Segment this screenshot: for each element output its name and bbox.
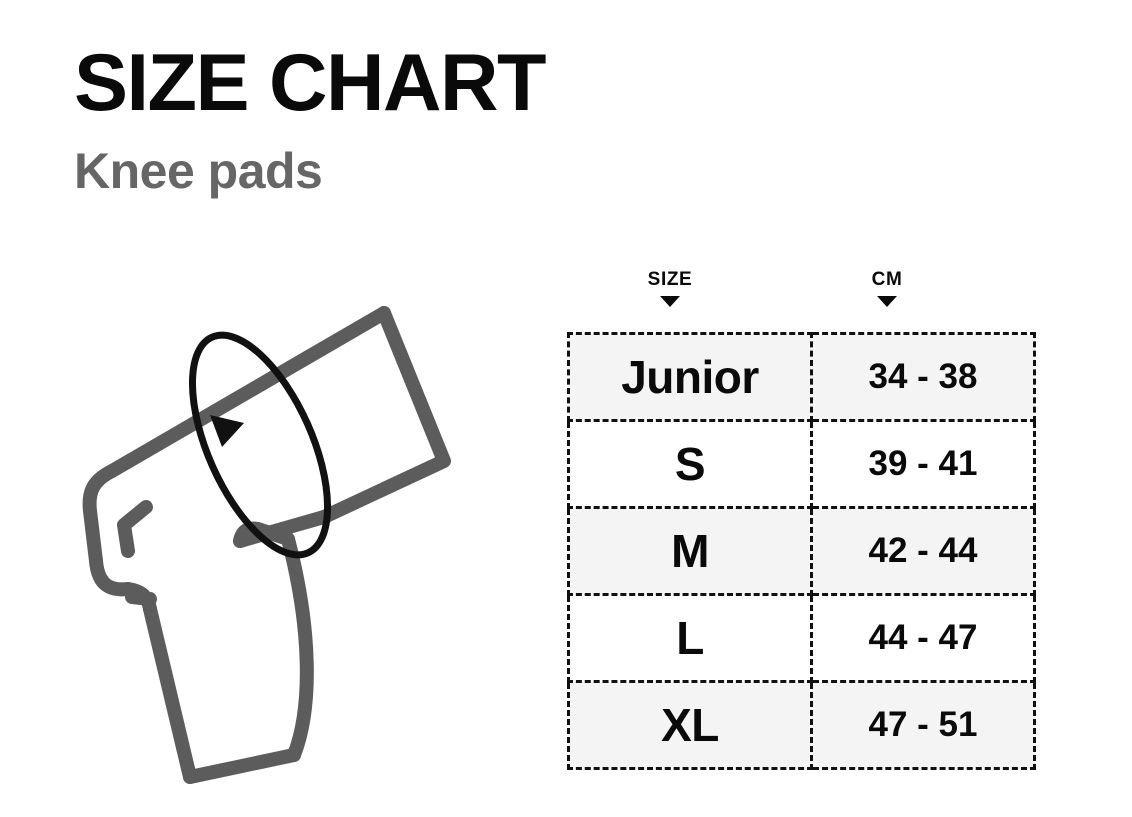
cell-cm: 42 - 44 — [810, 506, 1036, 596]
column-header-cm: CM — [807, 270, 967, 307]
cell-size: XL — [567, 680, 813, 770]
cell-cm: 34 - 38 — [810, 332, 1036, 422]
size-table-body: Junior 34 - 38 S 39 - 41 M 42 - 44 L 44 … — [567, 332, 1036, 770]
cell-size: Junior — [567, 332, 813, 422]
table-row: Junior 34 - 38 — [567, 332, 1036, 422]
cell-cm: 44 - 47 — [810, 593, 1036, 683]
table-row: L 44 - 47 — [567, 593, 1036, 683]
page-subtitle: Knee pads — [74, 142, 323, 199]
measurement-loop-icon — [188, 331, 332, 559]
cell-size: S — [567, 419, 813, 509]
column-header-size: SIZE — [590, 270, 750, 307]
table-row: M 42 - 44 — [567, 506, 1036, 596]
chevron-down-icon — [877, 296, 897, 307]
size-table: Junior 34 - 38 S 39 - 41 M 42 - 44 L 44 … — [567, 332, 1036, 770]
table-column-headers: SIZE CM — [567, 270, 1027, 332]
cell-size: M — [567, 506, 813, 596]
table-row: XL 47 - 51 — [567, 680, 1036, 770]
size-table-container: SIZE CM Junior 34 - 38 S 39 - 41 M — [567, 270, 1036, 770]
knee-pad-illustration — [62, 285, 482, 805]
page-title: SIZE CHART — [74, 38, 547, 128]
column-header-size-label: SIZE — [647, 269, 693, 290]
column-header-cm-label: CM — [871, 269, 903, 290]
heading-block: SIZE CHART Knee pads — [74, 38, 634, 199]
cell-size: L — [567, 593, 813, 683]
cell-cm: 39 - 41 — [810, 419, 1036, 509]
cell-cm: 47 - 51 — [810, 680, 1036, 770]
table-row: S 39 - 41 — [567, 419, 1036, 509]
bent-leg-icon — [82, 306, 451, 784]
chevron-down-icon — [660, 296, 680, 307]
